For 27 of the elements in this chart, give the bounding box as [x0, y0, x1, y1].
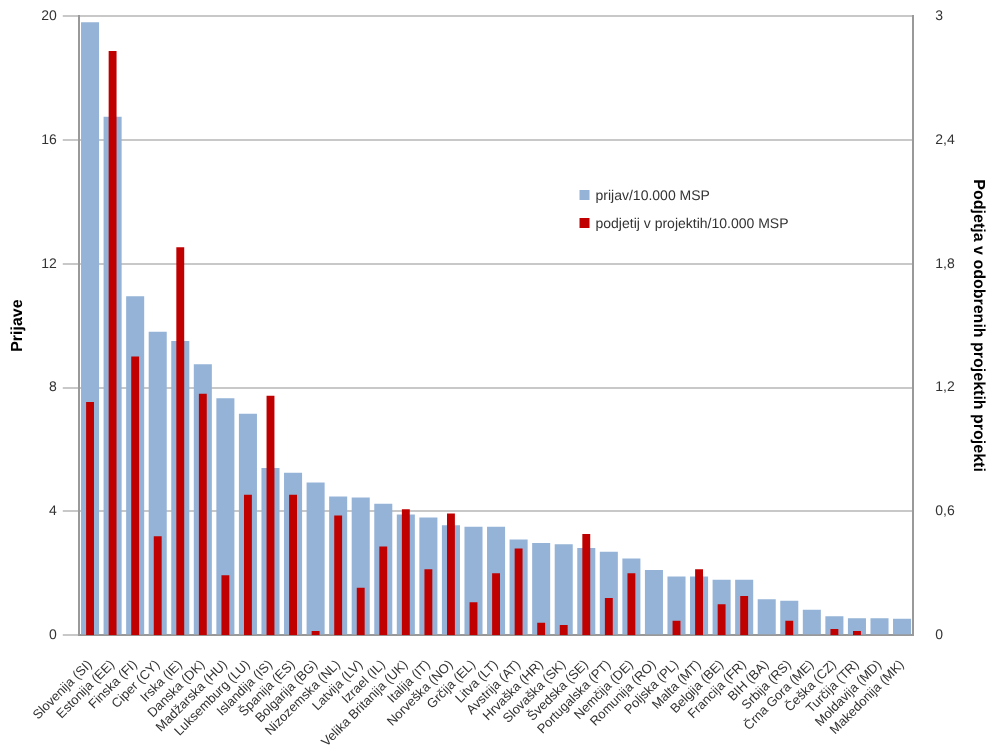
- bar: [221, 575, 230, 636]
- y2-axis-title: Podjetja v odobrenih projektih projekti: [969, 179, 988, 472]
- bar: [559, 624, 568, 636]
- bar: [847, 618, 866, 635]
- bar: [424, 569, 433, 636]
- y-axis-title: Prijave: [8, 298, 27, 352]
- bar: [554, 544, 573, 635]
- bar: [86, 401, 94, 636]
- bar: [379, 546, 388, 636]
- bar: [757, 599, 776, 635]
- bar: [153, 536, 162, 636]
- bar: [306, 482, 325, 635]
- bar: [802, 609, 821, 635]
- bar: [717, 604, 726, 636]
- bar: [537, 622, 546, 636]
- bar: [532, 542, 551, 635]
- bar: [644, 569, 663, 635]
- bar: [243, 494, 252, 636]
- bar: [893, 618, 912, 635]
- bar: [785, 620, 794, 636]
- bar: [604, 598, 613, 636]
- bar: [492, 573, 500, 636]
- bar: [870, 618, 889, 635]
- bar: [667, 576, 686, 635]
- bar: [830, 629, 839, 636]
- bar: [740, 596, 749, 636]
- bar: [356, 587, 365, 636]
